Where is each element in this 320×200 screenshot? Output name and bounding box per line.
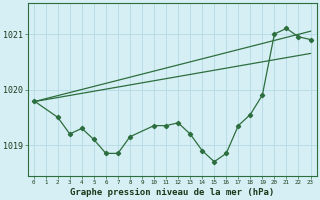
X-axis label: Graphe pression niveau de la mer (hPa): Graphe pression niveau de la mer (hPa) — [70, 188, 274, 197]
